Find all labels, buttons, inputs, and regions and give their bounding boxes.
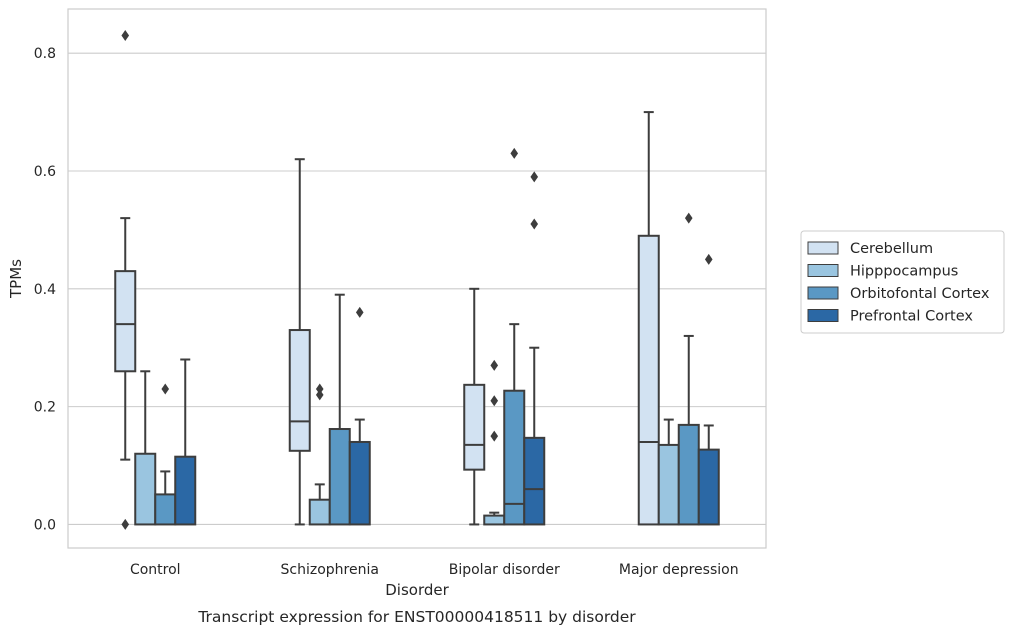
legend-item: Orbitofontal Cortex: [807, 286, 990, 302]
box-3-0: [174, 358, 197, 526]
x-tick-label: Major depression: [619, 562, 739, 578]
legend-label: Hipppocampus: [850, 264, 958, 280]
box-body: [677, 423, 700, 526]
legend-swatch: [807, 241, 839, 255]
box-body: [697, 448, 720, 526]
y-tick-label: 0.2: [34, 400, 56, 416]
outlier-point: [161, 383, 170, 395]
x-tick-label: Bipolar disorder: [449, 562, 560, 578]
box-0-3: [637, 111, 660, 526]
chart-caption: Transcript expression for ENST0000041851…: [197, 608, 636, 626]
box-body: [483, 514, 506, 526]
box-body: [637, 234, 660, 526]
box-body: [134, 452, 157, 526]
outlier-point: [121, 30, 130, 42]
x-axis-label: Disorder: [385, 581, 449, 599]
outlier-point: [530, 218, 539, 230]
outlier-point: [530, 171, 539, 183]
outlier-point: [490, 430, 499, 442]
legend-item: Hipppocampus: [807, 264, 958, 280]
box-1-3: [657, 418, 680, 526]
box-2-1: [328, 293, 351, 526]
box-2-3: [677, 212, 700, 526]
legend-item: Cerebellum: [807, 241, 933, 257]
box-body: [328, 428, 351, 526]
box-2-2: [503, 147, 526, 526]
outlier-point: [315, 389, 324, 401]
legend-swatch: [807, 286, 839, 300]
box-body: [463, 383, 486, 471]
box-3-1: [348, 306, 371, 526]
outlier-point: [704, 253, 713, 265]
box-body: [114, 270, 137, 373]
box-1-2: [483, 359, 506, 526]
x-tick-label: Schizophrenia: [281, 562, 379, 578]
box-0-2: [463, 287, 486, 526]
box-body: [308, 498, 331, 526]
plot-frame: [67, 8, 767, 549]
box-0-1: [288, 158, 311, 526]
outlier-point: [684, 212, 693, 224]
box-0-0: [114, 30, 137, 530]
box-body: [288, 329, 311, 452]
box-1-1: [308, 383, 331, 526]
box-body: [348, 440, 371, 526]
legend-swatch: [807, 264, 839, 277]
outlier-point: [490, 395, 499, 407]
outlier-point: [315, 383, 324, 395]
legend-swatch: [807, 309, 839, 322]
y-tick-labels: 0.0 0.2 0.4 0.6 0.8: [34, 46, 56, 533]
y-tick-label: 0.0: [34, 517, 56, 533]
legend-frame: [800, 230, 1005, 334]
legend: Cerebellum Hipppocampus Orbitofontal Corte…: [800, 230, 1005, 334]
box-body: [174, 455, 197, 526]
y-axis-label: TPMs: [7, 259, 25, 299]
outlier-point: [490, 359, 499, 371]
box-body: [523, 436, 546, 526]
box-3-3: [697, 253, 720, 526]
box-1-0: [134, 370, 157, 526]
box-body: [657, 443, 680, 526]
legend-label: Cerebellum: [850, 241, 933, 257]
y-tick-label: 0.8: [34, 46, 56, 62]
outlier-point: [355, 306, 364, 318]
box-body: [154, 493, 177, 526]
outlier-point: [121, 518, 130, 530]
box-2-0: [154, 383, 177, 526]
outlier-point: [510, 147, 519, 159]
y-tick-label: 0.6: [34, 164, 56, 180]
legend-label: Prefrontal Cortex: [850, 309, 973, 325]
x-tick-labels: Control Schizophrenia Bipolar disorder Majo…: [130, 562, 739, 578]
y-tick-label: 0.4: [34, 282, 56, 298]
legend-item: Prefrontal Cortex: [807, 309, 973, 325]
legend-label: Orbitofontal Cortex: [850, 286, 990, 302]
boxes: [114, 30, 720, 530]
box-3-2: [523, 171, 546, 526]
x-tick-label: Control: [130, 562, 181, 578]
